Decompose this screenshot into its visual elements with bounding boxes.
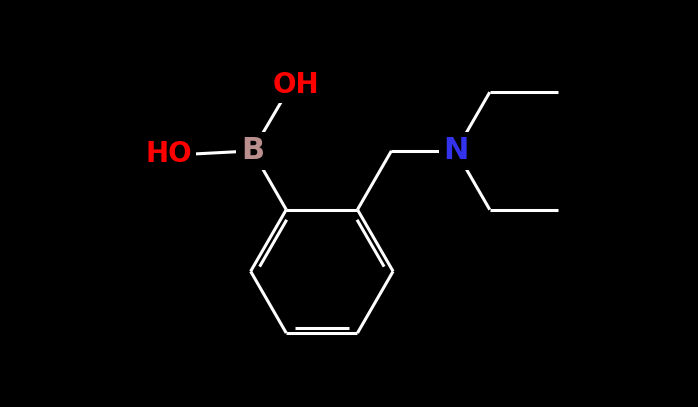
Text: B: B xyxy=(241,136,264,165)
Text: HO: HO xyxy=(146,140,192,168)
Text: OH: OH xyxy=(273,71,320,99)
Text: N: N xyxy=(443,136,468,165)
